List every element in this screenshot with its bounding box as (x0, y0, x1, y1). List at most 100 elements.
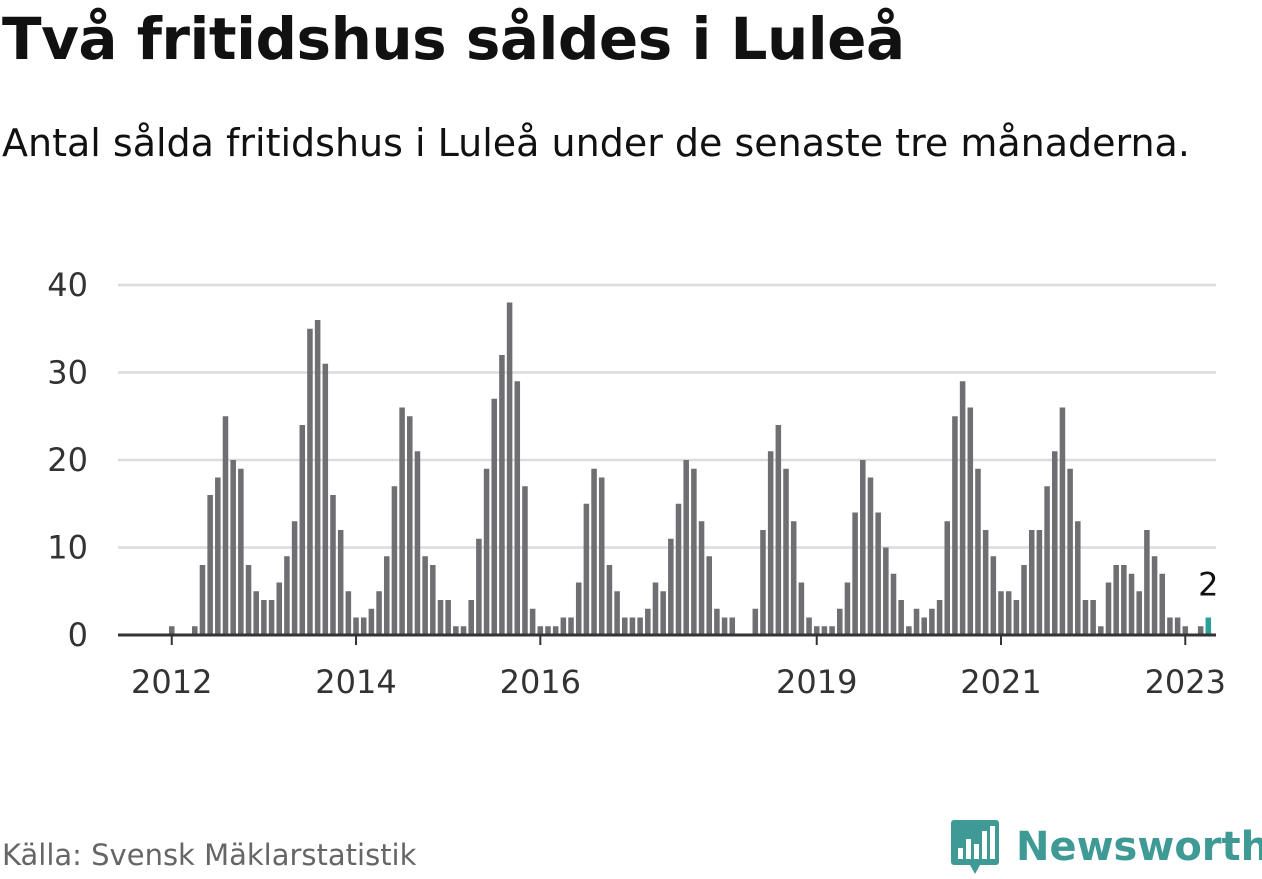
bar (729, 617, 736, 635)
bar (875, 512, 881, 635)
bar (414, 451, 421, 635)
bar (1021, 565, 1027, 635)
newsworthy-logo-icon (951, 820, 999, 874)
bar (783, 468, 789, 635)
bar (1159, 573, 1166, 635)
bar (506, 302, 513, 635)
bar (291, 521, 298, 635)
bar (453, 626, 459, 635)
bar (368, 608, 375, 635)
highlight-value-label: 2 (1198, 566, 1218, 604)
bar (645, 608, 651, 635)
x-tick-label: 2023 (1145, 663, 1226, 701)
bar (706, 556, 712, 635)
bar (1136, 591, 1142, 635)
x-tick-label: 2012 (131, 663, 212, 701)
bar (476, 538, 482, 635)
bar (238, 468, 244, 635)
bar (545, 626, 551, 635)
bar (591, 468, 597, 635)
bar (299, 425, 306, 635)
bar (207, 495, 213, 635)
bar (468, 600, 474, 635)
bar (1051, 451, 1058, 635)
bar (890, 573, 897, 635)
bar (767, 451, 774, 635)
bar (1036, 530, 1043, 635)
bar (606, 565, 613, 635)
bar (407, 416, 413, 635)
bar (253, 591, 259, 635)
bar (575, 582, 582, 635)
bar (1205, 617, 1212, 635)
y-tick-label: 40 (47, 266, 88, 304)
bars (168, 302, 1212, 635)
bar (199, 565, 206, 635)
bar (261, 600, 267, 635)
bar (598, 477, 605, 635)
bar (499, 355, 505, 635)
bar (652, 582, 659, 635)
bar (844, 582, 851, 635)
bar (192, 626, 198, 635)
x-tick-label: 2016 (500, 663, 581, 701)
bar (568, 617, 574, 635)
bar (1128, 573, 1135, 635)
bar (337, 530, 344, 635)
axes (118, 633, 1216, 645)
x-tick-label: 2021 (960, 663, 1041, 701)
bar (760, 530, 766, 635)
bar (1013, 600, 1020, 635)
bar (1113, 565, 1119, 635)
chart-title: Två fritidshus såldes i Luleå (2, 5, 905, 73)
bar (721, 617, 728, 635)
bar (1167, 617, 1173, 635)
bar (529, 608, 536, 635)
bar (790, 521, 797, 635)
bar (345, 591, 352, 635)
bar (913, 608, 920, 635)
bar (514, 381, 521, 635)
bar (391, 486, 398, 635)
bar (614, 591, 620, 635)
bar (668, 538, 674, 635)
bar (307, 328, 313, 635)
bar (906, 626, 912, 635)
bar (675, 503, 682, 635)
chart-subtitle: Antal sålda fritidshus i Luleå under de … (2, 121, 1190, 165)
bar (268, 600, 275, 635)
brand[interactable]: Newsworthy (950, 818, 1262, 876)
bar (1082, 600, 1089, 635)
bar (460, 626, 467, 635)
bar (360, 617, 367, 635)
bar (982, 530, 989, 635)
bar (959, 381, 966, 635)
bar (353, 617, 359, 635)
bar (775, 425, 782, 635)
bar (314, 320, 321, 635)
bar (691, 468, 697, 635)
y-tick-label: 30 (47, 354, 88, 392)
bar (168, 626, 175, 635)
brand-name: Newsworthy (1016, 824, 1262, 870)
bar (330, 495, 336, 635)
bar (215, 477, 221, 635)
source-note: Källa: Svensk Mäklarstatistik (2, 838, 417, 872)
bar (821, 626, 828, 635)
bar (222, 416, 229, 635)
bar (1067, 468, 1073, 635)
bar (622, 617, 628, 635)
bar (376, 591, 382, 635)
bar (837, 608, 843, 635)
bar (1174, 617, 1181, 635)
bar (898, 600, 904, 635)
bar (483, 468, 490, 635)
bar (522, 486, 528, 635)
bar (445, 600, 451, 635)
bar (1151, 556, 1158, 635)
bar (1121, 565, 1127, 635)
bar (399, 407, 405, 635)
bar (437, 600, 444, 635)
bar (952, 416, 958, 635)
bar (867, 477, 874, 635)
